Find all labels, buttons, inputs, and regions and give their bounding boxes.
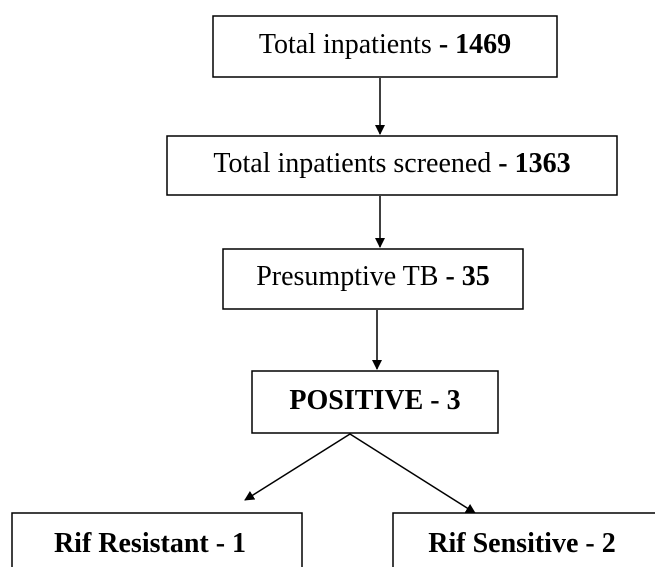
node-label: Total inpatients screened: [213, 148, 491, 179]
node-label: Presumptive TB: [256, 261, 438, 292]
node-text: POSITIVE - 3: [289, 385, 460, 416]
node-value: - 35: [445, 261, 489, 292]
node-label: Total inpatients: [259, 29, 432, 60]
node-value: - 1: [216, 528, 246, 559]
node-text: Presumptive TB - 35: [256, 261, 490, 292]
node-text: Total inpatients screened - 1363: [213, 148, 570, 179]
node-text: Total inpatients - 1469: [259, 29, 511, 60]
node-box: [166, 135, 618, 196]
node-label: Rif Resistant: [54, 528, 209, 559]
node-value: - 1469: [439, 29, 511, 60]
node-value: - 1363: [498, 148, 570, 179]
arrow: [244, 433, 351, 501]
node-value: - 3: [430, 385, 460, 416]
node-box: [392, 512, 655, 567]
node-box: [212, 15, 558, 78]
node-value: - 2: [585, 528, 615, 559]
node-box: [222, 248, 524, 310]
node-label: POSITIVE: [289, 385, 423, 416]
node-box: [11, 512, 303, 567]
node-box: [251, 370, 499, 434]
node-label: Rif Sensitive: [428, 528, 578, 559]
arrow: [349, 433, 476, 514]
node-text: Rif Sensitive - 2: [428, 528, 615, 559]
node-text: Rif Resistant - 1: [54, 528, 246, 559]
